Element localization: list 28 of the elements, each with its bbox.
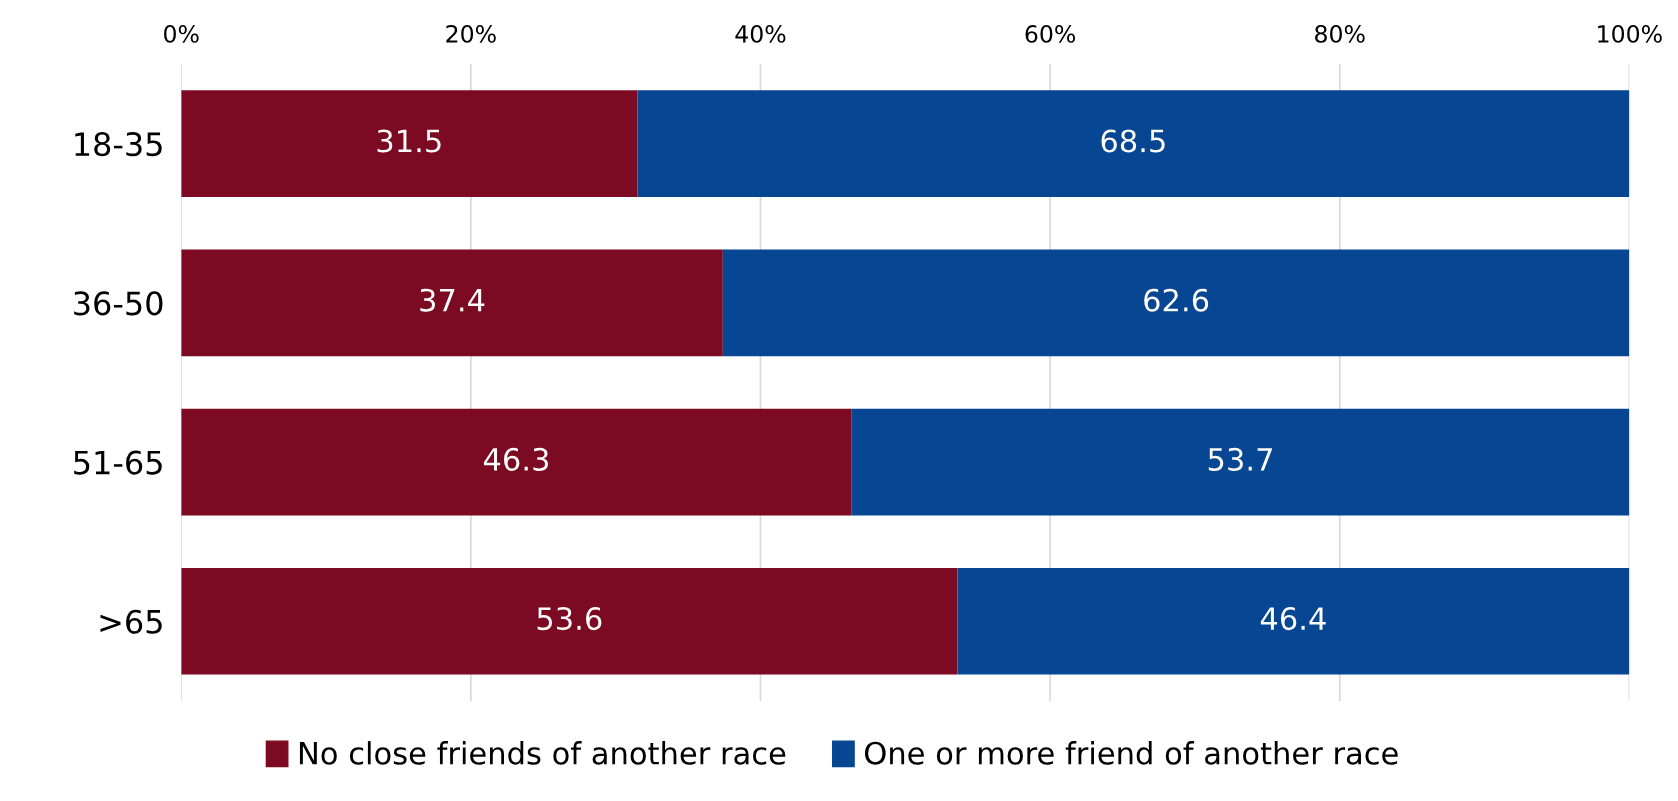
data-label: 53.6 bbox=[537, 607, 602, 631]
y-tick-label: 51-65 bbox=[74, 450, 162, 475]
data-label: 53.7 bbox=[1208, 447, 1272, 471]
y-tick-label: 18-35 bbox=[75, 132, 162, 157]
y-tick-label: >65 bbox=[100, 609, 162, 634]
data-label: 46.4 bbox=[1260, 607, 1326, 631]
bar bbox=[181, 567, 958, 675]
data-label: 37.4 bbox=[420, 288, 485, 312]
legend-label: No close friends of another race bbox=[299, 741, 786, 765]
x-tick-label: 0% bbox=[164, 24, 199, 43]
x-tick-label: 40% bbox=[735, 24, 786, 43]
y-tick-label: 36-50 bbox=[74, 291, 163, 316]
legend-label: One or more friend of another race bbox=[864, 741, 1398, 765]
bar bbox=[722, 249, 1630, 357]
bar bbox=[181, 90, 638, 198]
data-label: 62.6 bbox=[1144, 288, 1209, 312]
bar bbox=[637, 90, 1630, 198]
data-label: 31.5 bbox=[377, 129, 441, 153]
bar bbox=[181, 249, 723, 357]
x-tick-label: 100% bbox=[1598, 24, 1662, 43]
x-tick-label: 80% bbox=[1315, 24, 1365, 43]
data-label: 46.3 bbox=[483, 447, 549, 471]
data-label: 68.5 bbox=[1101, 129, 1165, 153]
bar bbox=[851, 408, 1630, 516]
bar bbox=[181, 408, 852, 516]
x-tick-label: 60% bbox=[1025, 24, 1076, 43]
x-tick-label: 20% bbox=[446, 24, 496, 43]
bar bbox=[957, 567, 1630, 675]
